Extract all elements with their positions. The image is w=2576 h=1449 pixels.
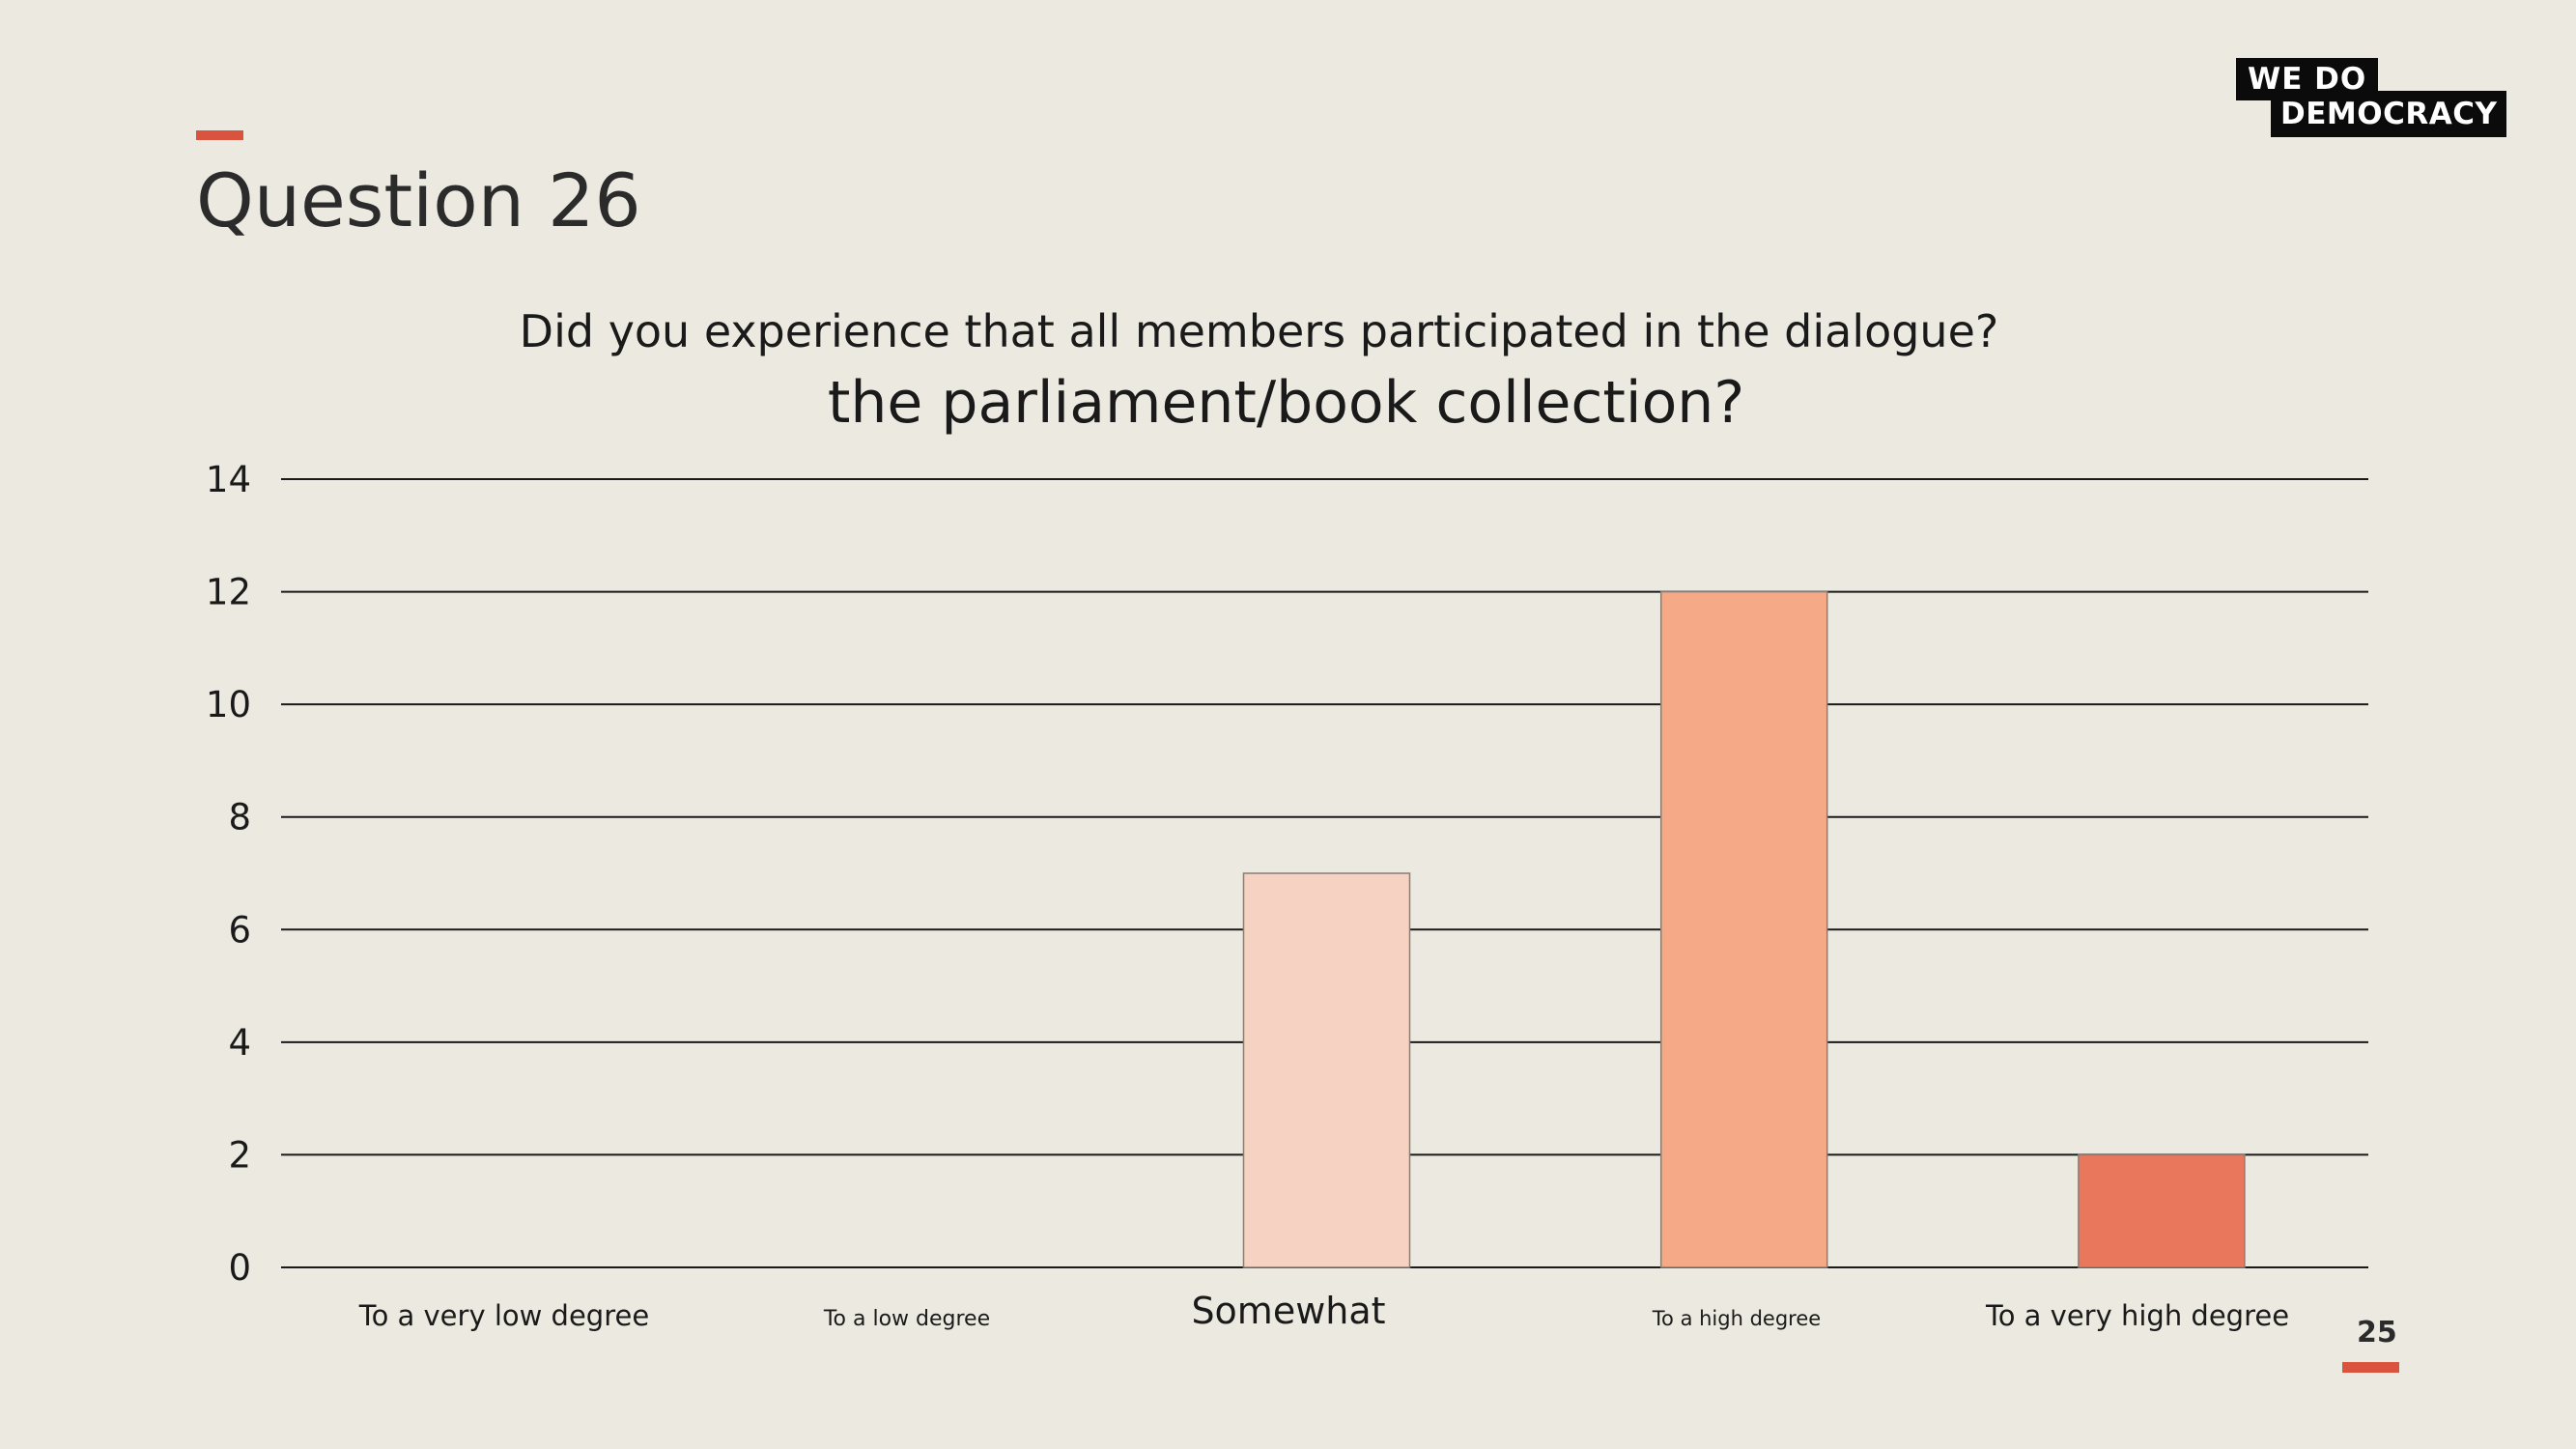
x-tick-label: To a low degree bbox=[823, 1307, 990, 1331]
logo-line-2: DEMOCRACY bbox=[2271, 91, 2507, 137]
slide-title: Question 26 bbox=[196, 157, 641, 243]
x-tick-label: To a high degree bbox=[1652, 1307, 1821, 1330]
bar bbox=[1242, 872, 1411, 1268]
title-accent-dash bbox=[196, 130, 243, 140]
bar bbox=[2078, 1153, 2246, 1268]
y-tick-label: 10 bbox=[206, 684, 251, 725]
y-tick-label: 12 bbox=[206, 572, 251, 613]
y-tick-label: 6 bbox=[228, 909, 251, 951]
y-tick-label: 8 bbox=[228, 797, 251, 838]
chart-title-line-2: the parliament/book collection? bbox=[827, 369, 1745, 437]
x-axis-ticks: To a very low degree To a low degree Somew… bbox=[358, 1290, 2289, 1332]
we-do-democracy-logo: WE DO DEMOCRACY bbox=[2236, 58, 2507, 137]
y-axis-ticks: 0 2 4 6 8 10 12 14 bbox=[206, 459, 251, 1289]
y-tick-label: 0 bbox=[228, 1247, 251, 1289]
chart-title-line-1: Did you experience that all members part… bbox=[519, 305, 1999, 357]
bars bbox=[1242, 590, 2246, 1268]
page-number-dash bbox=[2342, 1362, 2399, 1373]
y-tick-label: 14 bbox=[206, 459, 251, 500]
bar bbox=[1659, 590, 1828, 1268]
y-tick-label: 2 bbox=[228, 1134, 251, 1176]
x-tick-label: To a very low degree bbox=[358, 1299, 649, 1332]
x-tick-label: Somewhat bbox=[1191, 1290, 1385, 1332]
x-tick-label: To a very high degree bbox=[1985, 1299, 2289, 1332]
y-tick-label: 4 bbox=[228, 1022, 251, 1064]
page-number: 25 bbox=[2357, 1316, 2397, 1350]
